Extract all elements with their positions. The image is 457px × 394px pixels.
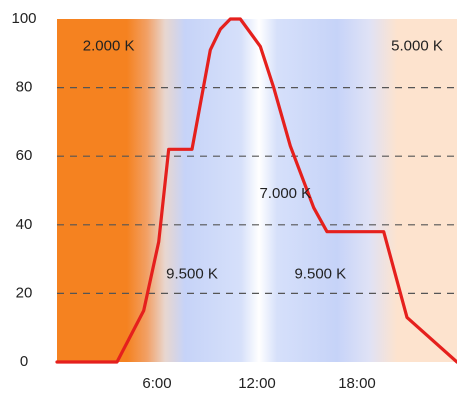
y-tick-label-40: 40 [16, 216, 33, 233]
x-tick-label-0: 6:00 [142, 375, 171, 392]
x-axis-tick-labels: 6:00 12:00 18:00 [142, 375, 375, 392]
y-axis-tick-labels: 0 20 40 60 80 100 [11, 10, 36, 370]
plot-background [57, 19, 457, 362]
annotation-label: 9.500 K [166, 266, 218, 283]
y-tick-label-0: 0 [20, 353, 28, 370]
y-tick-label-80: 80 [16, 79, 33, 96]
annotation-label: 9.500 K [294, 266, 346, 283]
series-line-0 [55, 17, 457, 364]
annotation-label: 5.000 K [391, 37, 443, 54]
annotation-label: 7.000 K [259, 185, 311, 202]
x-tick-label-2: 18:00 [338, 375, 376, 392]
y-tick-label-60: 60 [16, 147, 33, 164]
y-tick-label-100: 100 [11, 10, 36, 27]
x-tick-label-1: 12:00 [238, 375, 276, 392]
grid-lines [57, 86, 457, 294]
series-layer [55, 17, 457, 364]
y-tick-label-20: 20 [16, 284, 33, 301]
annotation-label: 2.000 K [83, 37, 135, 54]
annotations: 2.000 K 5.000 K 7.000 K 9.500 K 9.500 K [83, 37, 443, 282]
